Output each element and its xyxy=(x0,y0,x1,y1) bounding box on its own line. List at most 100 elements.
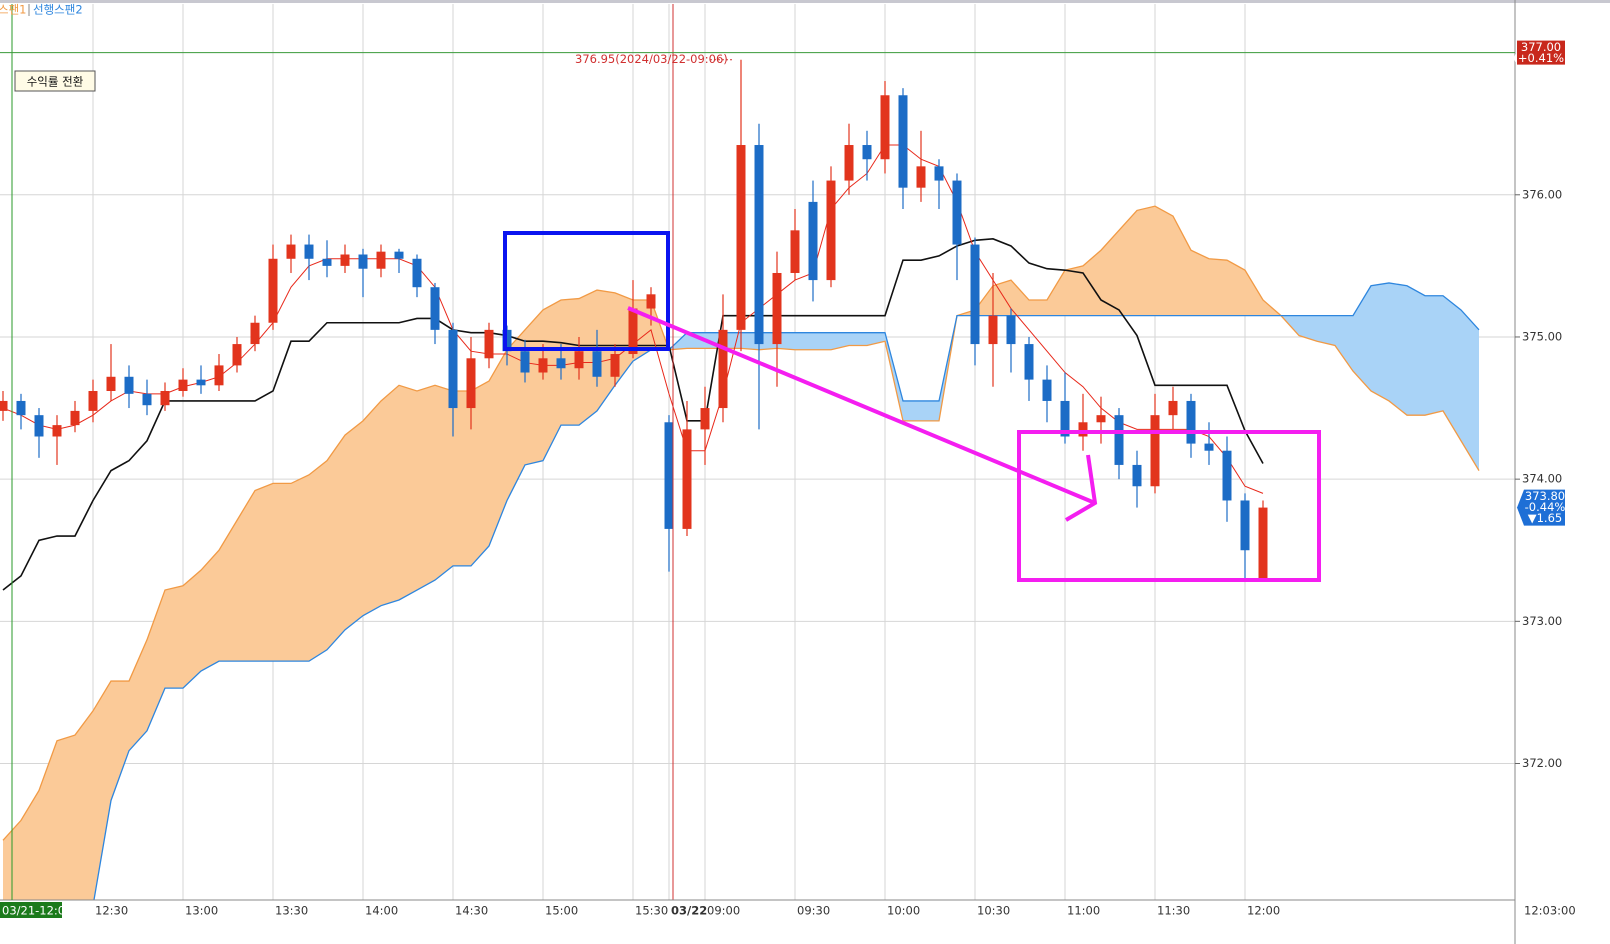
legend: 스팬1 선행스팬2 xyxy=(0,3,83,17)
cloud-fill xyxy=(1227,260,1245,316)
candle-body xyxy=(610,354,620,377)
cloud-fill xyxy=(129,639,147,751)
last-change-pct: -0.44% xyxy=(1525,500,1566,514)
candle-body xyxy=(394,251,404,259)
cloud-fill xyxy=(57,735,75,900)
candle-body xyxy=(592,351,602,377)
cloud xyxy=(3,206,1479,900)
candle-body xyxy=(304,244,314,259)
candle-body xyxy=(376,251,386,269)
cloud-fill xyxy=(147,590,165,731)
cloud-fill xyxy=(1371,282,1389,401)
cloud-fill xyxy=(255,483,273,662)
cloud-fill xyxy=(1407,285,1425,416)
highlight-box xyxy=(503,231,670,351)
cloud-fill xyxy=(309,460,327,662)
last-change: ▼1.65 xyxy=(1528,511,1562,525)
candle-body xyxy=(70,410,80,426)
candle-body xyxy=(538,358,548,373)
candle-body xyxy=(250,322,260,345)
last-price-box xyxy=(1517,489,1565,526)
cloud-fill xyxy=(399,385,417,600)
cloud-fill xyxy=(471,381,489,566)
cloud-fill xyxy=(1443,295,1461,441)
candle-body xyxy=(106,376,116,391)
candle-body xyxy=(1132,464,1142,487)
candle-body xyxy=(448,329,458,409)
candle-body xyxy=(1150,415,1160,487)
candle-body xyxy=(52,425,62,437)
candle-body xyxy=(664,422,674,529)
candle-body xyxy=(700,408,710,430)
cloud-fill xyxy=(1425,295,1443,416)
cloud-fill xyxy=(201,550,219,672)
reference-label-bg xyxy=(1517,40,1565,65)
cloud-fill xyxy=(993,280,1011,316)
reference-change: (+0.41%) xyxy=(1513,51,1568,65)
candle-body xyxy=(214,365,224,386)
button-label[interactable]: 수익률 전환 xyxy=(27,75,84,89)
candle-body xyxy=(1204,443,1214,451)
cloud-fill xyxy=(345,420,363,630)
cloud-fill xyxy=(1101,230,1119,316)
x-tick-label: 03/22 xyxy=(671,904,707,918)
cloud-fill xyxy=(1461,309,1479,471)
cloud-fill xyxy=(1083,250,1101,316)
cloud-fill xyxy=(1191,250,1209,316)
candle-body xyxy=(970,244,980,345)
candle-body xyxy=(322,258,332,266)
candle-body xyxy=(628,308,638,355)
candle-body xyxy=(988,315,998,345)
candle-body xyxy=(754,145,764,345)
button[interactable]: 수익률 전환 xyxy=(14,70,96,92)
x-tick-label: 14:30 xyxy=(455,904,488,918)
y-tick-label: 374.00 xyxy=(1522,472,1562,486)
candle-body xyxy=(1060,400,1070,437)
cloud-fill xyxy=(849,332,867,346)
candles xyxy=(0,59,1268,579)
button-frame[interactable] xyxy=(14,70,96,92)
cloud-fill xyxy=(237,490,255,662)
candle-body xyxy=(1240,500,1250,551)
candle-body xyxy=(1114,415,1124,465)
candle-body xyxy=(430,287,440,330)
cloud-fill xyxy=(165,585,183,689)
candle-body xyxy=(412,258,422,288)
candle-body xyxy=(646,294,656,309)
candle-body xyxy=(340,254,350,266)
cloud-fill xyxy=(1029,300,1047,316)
candle-body xyxy=(232,344,242,366)
cloud-fill xyxy=(561,298,579,426)
cloud-fill xyxy=(579,290,597,426)
cursor-label-bg xyxy=(0,902,62,918)
cloud-fill xyxy=(795,332,813,350)
cursor-time: 12:03:00 xyxy=(1524,904,1576,918)
cloud-fill xyxy=(1065,265,1083,316)
cloud-fill xyxy=(1209,258,1227,316)
cloud-fill xyxy=(327,435,345,650)
candle-body xyxy=(1222,450,1232,501)
y-tick-label: 372.00 xyxy=(1522,756,1562,770)
cloud-fill xyxy=(543,300,561,461)
cloud-fill xyxy=(1011,280,1029,316)
cloud-fill xyxy=(417,385,435,591)
x-tick-label: 10:00 xyxy=(887,904,920,918)
cloud-fill xyxy=(831,332,849,350)
last-price: 373.80 xyxy=(1525,489,1565,503)
cloud-fill xyxy=(489,349,507,546)
candle-body xyxy=(556,358,566,369)
candle-body xyxy=(790,230,800,273)
highlight-box xyxy=(1017,430,1321,582)
candle-body xyxy=(682,429,692,529)
candle-body xyxy=(1078,422,1088,437)
candle-body xyxy=(358,254,368,269)
cloud-fill xyxy=(75,710,93,900)
y-tick-label: 376.00 xyxy=(1522,187,1562,201)
cloud-fill xyxy=(903,400,921,421)
x-tick-label: 11:00 xyxy=(1067,904,1100,918)
cloud-fill xyxy=(1389,282,1407,416)
cloud-fill xyxy=(453,390,471,566)
